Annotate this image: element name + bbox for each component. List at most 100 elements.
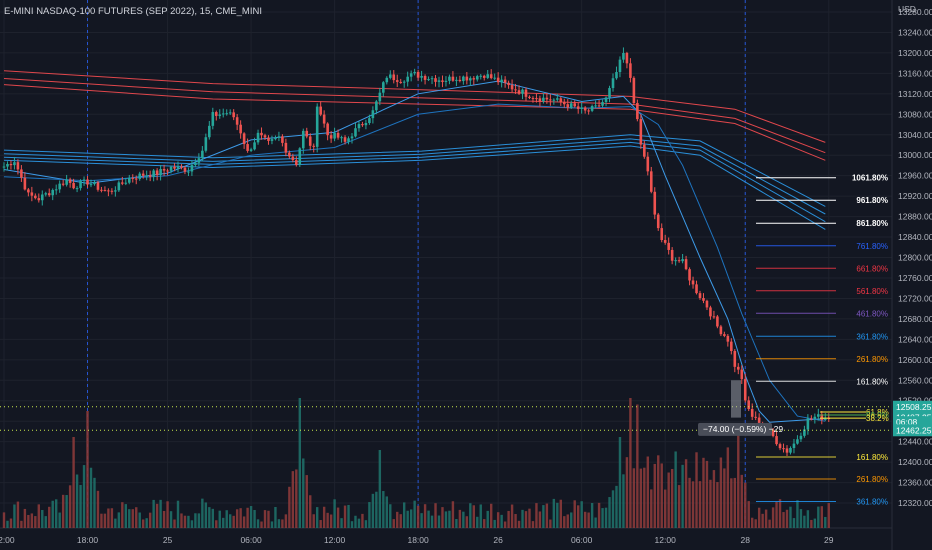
volume-bars bbox=[2, 398, 830, 528]
volume-bar bbox=[775, 501, 778, 528]
volume-bar bbox=[79, 484, 82, 528]
candle-body bbox=[489, 74, 493, 79]
candle-body bbox=[681, 259, 684, 262]
volume-bar bbox=[68, 485, 72, 528]
candle-body bbox=[496, 77, 500, 83]
volume-bar bbox=[810, 519, 813, 528]
y-tick-label: 13240.00 bbox=[898, 27, 932, 37]
candle-body bbox=[249, 149, 253, 151]
volume-bar bbox=[737, 424, 740, 528]
volume-bar bbox=[594, 517, 597, 528]
volume-bar bbox=[329, 514, 333, 528]
fib-label: 661.80% bbox=[856, 264, 888, 273]
candle-body bbox=[670, 249, 674, 261]
candle-body bbox=[197, 158, 201, 163]
volume-bar bbox=[538, 511, 542, 528]
y-tick-label: 12400.00 bbox=[898, 457, 932, 467]
y-tick-label: 12440.00 bbox=[898, 437, 932, 447]
volume-bar bbox=[483, 519, 486, 528]
volume-bar bbox=[437, 515, 441, 528]
candle-body bbox=[409, 73, 413, 77]
candle-body bbox=[813, 416, 817, 419]
candle-body bbox=[702, 298, 705, 301]
volume-bar bbox=[472, 505, 475, 528]
volume-bar bbox=[451, 501, 455, 528]
candle-body bbox=[399, 81, 403, 83]
volume-bar bbox=[256, 519, 260, 528]
candle-body bbox=[86, 179, 89, 185]
volume-bar bbox=[570, 512, 573, 528]
candle-body bbox=[663, 240, 667, 243]
candle-body bbox=[632, 77, 636, 104]
volume-bar bbox=[709, 479, 712, 528]
volume-bar bbox=[566, 514, 569, 528]
candle-body bbox=[545, 97, 549, 100]
candle-body bbox=[475, 76, 479, 80]
volume-bar bbox=[688, 477, 691, 528]
volume-bar bbox=[597, 502, 601, 528]
volume-bar bbox=[23, 508, 27, 528]
candle-body bbox=[392, 74, 396, 81]
candle-body bbox=[180, 166, 183, 168]
candle-body bbox=[587, 110, 590, 112]
y-tick-label: 12880.00 bbox=[898, 212, 932, 222]
price-axis-tag-text: 06:08 bbox=[896, 417, 918, 427]
candle-body bbox=[503, 79, 507, 83]
volume-bar bbox=[556, 502, 559, 528]
candle-body bbox=[709, 307, 712, 317]
volume-bar bbox=[757, 507, 761, 528]
volume-bar bbox=[806, 510, 810, 528]
candle-body bbox=[517, 90, 521, 94]
volume-bar bbox=[222, 517, 225, 528]
candle-body bbox=[583, 107, 587, 111]
candles bbox=[2, 47, 831, 457]
volume-bar bbox=[639, 468, 643, 528]
volume-bar bbox=[100, 513, 103, 528]
volume-bar bbox=[577, 505, 580, 528]
fib-label: 861.80% bbox=[856, 219, 888, 228]
x-tick-label: 12:00 bbox=[655, 535, 677, 545]
candle-body bbox=[166, 170, 169, 172]
candle-body bbox=[256, 132, 260, 143]
volume-bar bbox=[232, 515, 235, 528]
candle-body bbox=[329, 135, 333, 139]
volume-bar bbox=[75, 474, 79, 528]
volume-bar bbox=[82, 465, 86, 528]
volume-bar bbox=[291, 471, 295, 528]
volume-bar bbox=[754, 519, 757, 528]
volume-bar bbox=[385, 496, 388, 528]
volume-bar bbox=[636, 404, 639, 528]
candle-body bbox=[159, 168, 162, 175]
candle-body bbox=[562, 102, 566, 105]
candle-body bbox=[315, 106, 319, 147]
candle-body bbox=[288, 152, 291, 157]
volume-bar bbox=[751, 517, 754, 528]
volume-bar bbox=[51, 500, 54, 528]
candle-body bbox=[134, 178, 138, 180]
volume-bar bbox=[131, 509, 134, 528]
candle-body bbox=[472, 78, 476, 80]
candle-body bbox=[6, 163, 9, 167]
candle-body bbox=[458, 79, 462, 82]
candle-body bbox=[239, 124, 242, 134]
candle-body bbox=[430, 78, 434, 80]
volume-bar bbox=[792, 518, 796, 528]
candle-body bbox=[107, 190, 110, 192]
candle-body bbox=[295, 160, 298, 165]
volume-bar bbox=[159, 499, 162, 528]
volume-bar bbox=[274, 507, 277, 528]
x-tick-label: 06:00 bbox=[571, 535, 593, 545]
candle-body bbox=[190, 165, 194, 172]
volume-bar bbox=[657, 455, 660, 528]
candle-body bbox=[371, 110, 375, 119]
candle-body bbox=[30, 192, 34, 196]
candle-body bbox=[61, 183, 65, 185]
volume-bar bbox=[650, 489, 653, 528]
volume-bar bbox=[820, 506, 823, 528]
volume-bar bbox=[128, 509, 131, 528]
volume-bar bbox=[295, 469, 298, 528]
candle-body bbox=[187, 171, 190, 173]
volume-bar bbox=[517, 520, 521, 528]
volume-bar bbox=[215, 520, 218, 528]
